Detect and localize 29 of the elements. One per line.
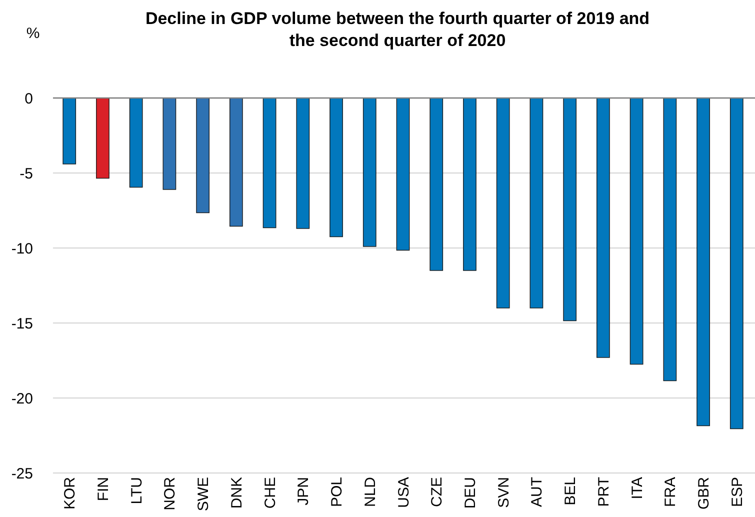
x-tick-label: DNK <box>228 477 246 509</box>
x-tick-label: CZE <box>428 477 446 507</box>
chart-title: Decline in GDP volume between the fourth quarter of 2019 and the second quarter of 2020 <box>145 9 650 50</box>
y-tick-label: -10 <box>11 240 33 258</box>
y-tick-label: -15 <box>11 315 33 332</box>
y-tick-label: -5 <box>20 165 33 182</box>
x-tick-label: POL <box>328 477 346 508</box>
x-tick-label: FRA <box>662 477 680 507</box>
x-tick-label: SVN <box>495 477 512 508</box>
y-tick-label: -20 <box>11 390 33 408</box>
y-axis-title: % <box>26 25 40 42</box>
x-tick-label: KOR <box>62 476 79 510</box>
x-tick-label: JPN <box>295 477 312 506</box>
x-tick-label: AUT <box>528 477 546 507</box>
x-tick-label: SWE <box>195 477 212 512</box>
x-tick-label: ESP <box>728 477 746 508</box>
x-tick-label: LTU <box>128 477 146 504</box>
x-tick-label: GBR <box>696 476 713 510</box>
x-tick-label: DEU <box>462 477 479 509</box>
x-tick-label: CHE <box>262 477 279 509</box>
y-tick-label: 0 <box>24 90 33 108</box>
x-tick-label: NOR <box>162 476 179 510</box>
x-tick-label: NLD <box>362 476 379 508</box>
y-tick-label: -25 <box>11 465 33 482</box>
x-tick-label: PRT <box>595 477 612 507</box>
x-tick-label: BEL <box>562 477 580 506</box>
x-tick-label: FIN <box>94 477 112 502</box>
x-tick-label: ITA <box>628 477 646 500</box>
x-tick-label: USA <box>395 477 412 508</box>
